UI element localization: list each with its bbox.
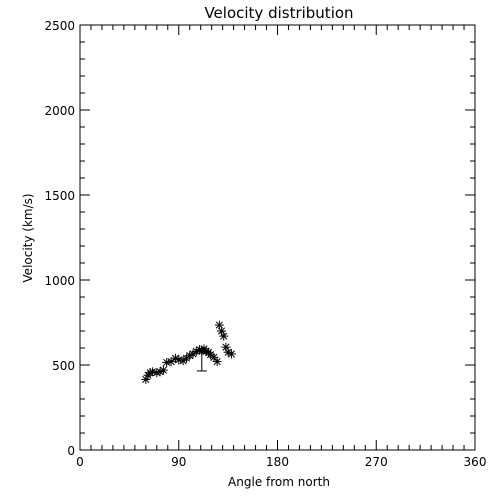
y-tick-label: 2000: [44, 104, 75, 118]
y-tick-label: 2500: [44, 19, 75, 33]
y-axis-label: Velocity (km/s): [21, 193, 35, 282]
x-tick-label: 180: [266, 455, 289, 469]
x-tick-label: 90: [171, 455, 186, 469]
y-tick-label: 0: [67, 444, 75, 458]
y-tick-label: 1000: [44, 274, 75, 288]
plot-frame: [79, 24, 476, 451]
data-point: [212, 357, 222, 367]
x-tick-label: 270: [365, 455, 388, 469]
x-tick-label: 0: [76, 455, 84, 469]
error-bar: [196, 352, 207, 372]
data-point: [219, 331, 229, 341]
x-axis-label: Angle from north: [228, 475, 330, 489]
x-tick-label: 360: [464, 455, 487, 469]
data-point: [158, 365, 168, 375]
y-tick-label: 1500: [44, 189, 75, 203]
data-point: [162, 357, 172, 367]
data-point: [226, 349, 236, 359]
chart-title: Velocity distribution: [204, 4, 353, 22]
y-tick-label: 500: [52, 359, 75, 373]
